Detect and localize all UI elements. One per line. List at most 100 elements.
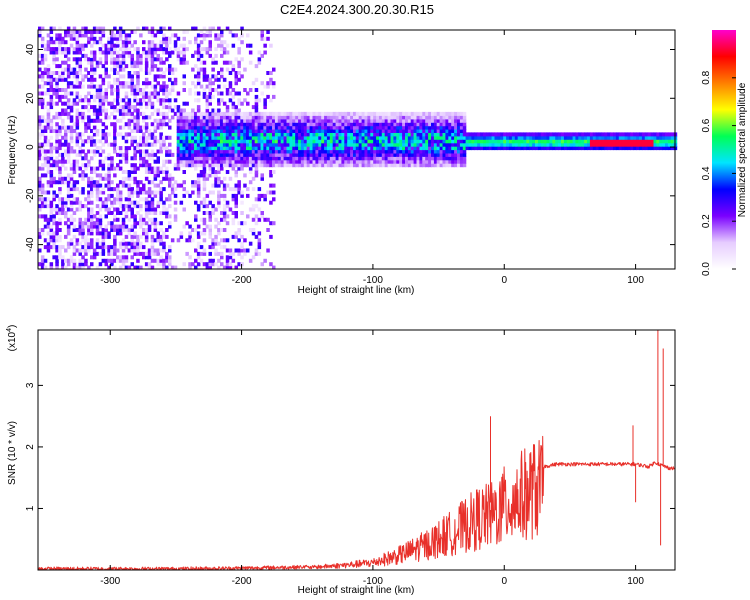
heatmap-cell	[280, 159, 285, 164]
heatmap-cell	[217, 258, 221, 263]
heatmap-cell	[104, 156, 108, 161]
heatmap-cell	[257, 135, 262, 140]
heatmap-cell	[222, 60, 227, 65]
heatmap-cell	[179, 60, 184, 65]
heatmap-cell	[133, 118, 137, 123]
heatmap-cell	[589, 139, 594, 144]
heatmap-cell	[78, 81, 82, 86]
heatmap-cell	[364, 146, 368, 151]
heatmap-cell	[298, 125, 302, 130]
heatmap-cell	[196, 43, 201, 48]
heatmap-cell	[159, 135, 163, 140]
heatmap-cell	[116, 132, 120, 137]
heatmap-cell	[162, 200, 166, 205]
heatmap-cell	[300, 129, 305, 133]
heatmap-cell	[552, 139, 556, 144]
heatmap-cell	[350, 115, 354, 120]
heatmap-cell	[118, 258, 123, 263]
heatmap-cell	[139, 234, 143, 239]
heatmap-cell	[165, 40, 169, 45]
heatmap-cell	[202, 211, 207, 215]
heatmap-cell	[627, 139, 631, 144]
heatmap-cell	[127, 50, 132, 55]
heatmap-cell	[263, 101, 267, 106]
heatmap-cell	[222, 163, 227, 168]
x-tick-label: -300	[100, 576, 120, 587]
heatmap-cell	[147, 204, 152, 209]
heatmap-cell	[61, 207, 65, 212]
heatmap-cell	[433, 149, 438, 154]
heatmap-cell	[355, 139, 360, 144]
heatmap-cell	[52, 40, 56, 45]
heatmap-cell	[217, 132, 221, 137]
heatmap-cell	[280, 142, 285, 147]
heatmap-cell	[448, 125, 452, 130]
heatmap-cell	[118, 67, 123, 72]
heatmap-cell	[130, 88, 134, 92]
heatmap-cell	[64, 94, 68, 99]
heatmap-cell	[370, 132, 374, 137]
heatmap-cell	[191, 26, 195, 31]
heatmap-cell	[40, 115, 45, 120]
heatmap-cell	[107, 152, 111, 157]
heatmap-cell	[176, 105, 181, 110]
heatmap-cell	[98, 159, 103, 164]
heatmap-cell	[81, 111, 85, 116]
heatmap-cell	[419, 146, 423, 151]
heatmap-cell	[537, 132, 542, 137]
heatmap-cell	[113, 228, 117, 232]
heatmap-cell	[231, 129, 236, 133]
heatmap-cell	[269, 146, 273, 151]
heatmap-cell	[66, 245, 71, 250]
heatmap-cell	[529, 146, 533, 151]
heatmap-cell	[396, 152, 400, 157]
heatmap-cell	[234, 74, 238, 79]
heatmap-cell	[81, 221, 85, 226]
heatmap-cell	[222, 40, 227, 45]
heatmap-cell	[457, 132, 461, 137]
heatmap-cell	[263, 152, 267, 157]
heatmap-cell	[58, 88, 62, 92]
heatmap-cell	[442, 118, 446, 123]
heatmap-cell	[110, 200, 114, 205]
heatmap-cell	[318, 118, 322, 123]
y-tick-label: 40	[25, 44, 36, 56]
heatmap-cell	[92, 94, 97, 99]
heatmap-cell	[124, 43, 129, 48]
heatmap-cell	[165, 122, 169, 127]
heatmap-cell	[136, 180, 140, 185]
heatmap-cell	[110, 101, 114, 106]
heatmap-cell	[211, 262, 215, 267]
heatmap-cell	[514, 142, 519, 147]
heatmap-cell	[202, 170, 207, 174]
heatmap-cell	[159, 255, 163, 260]
heatmap-cell	[139, 265, 143, 270]
heatmap-cell	[428, 132, 432, 137]
heatmap-cell	[396, 132, 400, 137]
heatmap-cell	[234, 152, 238, 157]
heatmap-cell	[130, 200, 134, 205]
heatmap-cell	[55, 207, 59, 212]
heatmap-cell	[465, 139, 470, 144]
heatmap-cell	[431, 135, 435, 140]
heatmap-cell	[211, 173, 215, 178]
heatmap-cell	[199, 84, 204, 89]
heatmap-cell	[381, 115, 386, 120]
heatmap-cell	[390, 149, 394, 154]
heatmap-cell	[191, 125, 195, 130]
heatmap-cell	[399, 132, 403, 137]
heatmap-cell	[162, 26, 166, 31]
heatmap-cell	[292, 129, 296, 133]
heatmap-cell	[202, 115, 207, 120]
heatmap-cell	[263, 193, 267, 198]
heatmap-cell	[101, 30, 106, 34]
heatmap-cell	[387, 163, 392, 168]
heatmap-cell	[222, 156, 227, 161]
heatmap-cell	[159, 125, 163, 130]
heatmap-cell	[188, 132, 192, 137]
heatmap-cell	[208, 91, 212, 96]
heatmap-cell	[127, 71, 132, 75]
heatmap-cell	[240, 132, 244, 137]
heatmap-cell	[217, 129, 221, 133]
